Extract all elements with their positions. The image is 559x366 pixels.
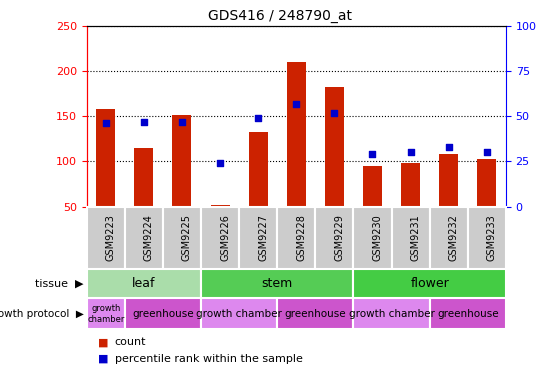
Text: GSM9227: GSM9227 xyxy=(258,214,268,261)
Text: leaf: leaf xyxy=(132,277,155,290)
Point xyxy=(254,115,263,121)
Bar xyxy=(401,163,420,207)
Bar xyxy=(287,62,306,207)
Bar xyxy=(87,298,125,329)
Text: ■: ■ xyxy=(98,337,108,347)
Point xyxy=(139,119,148,124)
Text: GSM9230: GSM9230 xyxy=(372,214,382,261)
Point xyxy=(368,151,377,157)
Bar xyxy=(239,207,277,269)
Bar xyxy=(125,298,201,329)
Bar xyxy=(87,207,125,269)
Text: growth chamber: growth chamber xyxy=(349,309,434,319)
Point xyxy=(482,149,491,155)
Text: GSM9231: GSM9231 xyxy=(411,214,420,261)
Text: GSM9229: GSM9229 xyxy=(334,214,344,261)
Point xyxy=(444,144,453,150)
Bar xyxy=(96,109,115,207)
Bar xyxy=(353,207,391,269)
Bar xyxy=(201,298,277,329)
Bar xyxy=(430,207,468,269)
Text: stem: stem xyxy=(262,277,293,290)
Point xyxy=(216,160,225,166)
Bar xyxy=(353,298,430,329)
Bar xyxy=(277,298,353,329)
Point xyxy=(330,110,339,116)
Text: percentile rank within the sample: percentile rank within the sample xyxy=(115,354,302,364)
Bar xyxy=(315,207,353,269)
Text: growth
chamber: growth chamber xyxy=(87,304,125,324)
Bar xyxy=(201,269,353,298)
Text: GSM9226: GSM9226 xyxy=(220,214,230,261)
Text: flower: flower xyxy=(410,277,449,290)
Text: GSM9232: GSM9232 xyxy=(449,214,459,261)
Text: GDS416 / 248790_at: GDS416 / 248790_at xyxy=(207,9,352,23)
Bar xyxy=(211,205,230,207)
Bar xyxy=(391,207,430,269)
Bar xyxy=(249,132,268,207)
Bar xyxy=(201,207,239,269)
Text: greenhouse: greenhouse xyxy=(285,309,346,319)
Bar xyxy=(430,298,506,329)
Bar xyxy=(439,154,458,207)
Bar xyxy=(134,148,153,207)
Text: GSM9233: GSM9233 xyxy=(487,214,497,261)
Text: GSM9223: GSM9223 xyxy=(106,214,116,261)
Text: GSM9225: GSM9225 xyxy=(182,214,192,261)
Bar xyxy=(277,207,315,269)
Bar xyxy=(325,87,344,207)
Point xyxy=(101,120,110,126)
Text: GSM9228: GSM9228 xyxy=(296,214,306,261)
Point xyxy=(292,101,301,107)
Text: GSM9224: GSM9224 xyxy=(144,214,154,261)
Text: greenhouse: greenhouse xyxy=(132,309,193,319)
Bar xyxy=(87,269,201,298)
Bar xyxy=(172,115,192,207)
Text: growth chamber: growth chamber xyxy=(196,309,282,319)
Text: growth protocol  ▶: growth protocol ▶ xyxy=(0,309,84,319)
Bar xyxy=(125,207,163,269)
Bar xyxy=(477,159,496,207)
Point xyxy=(177,119,186,124)
Bar xyxy=(353,269,506,298)
Bar xyxy=(163,207,201,269)
Text: greenhouse: greenhouse xyxy=(437,309,499,319)
Bar xyxy=(468,207,506,269)
Text: tissue  ▶: tissue ▶ xyxy=(35,279,84,289)
Text: count: count xyxy=(115,337,146,347)
Text: ■: ■ xyxy=(98,354,108,364)
Point xyxy=(406,149,415,155)
Bar xyxy=(363,166,382,207)
